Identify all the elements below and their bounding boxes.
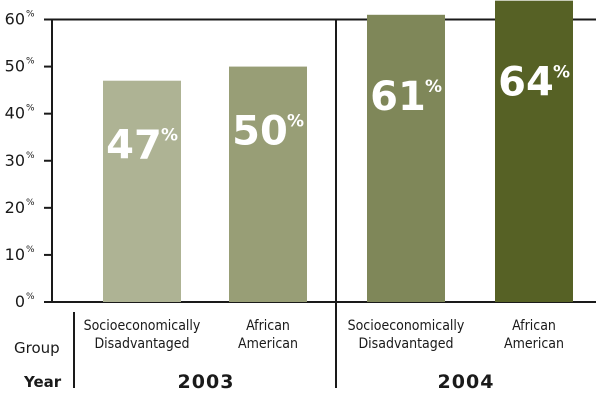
category-label: Disadvantaged	[358, 336, 453, 352]
y-tick-percent-sign: %	[26, 151, 35, 161]
category-label: African	[246, 318, 290, 334]
bar	[495, 0, 573, 303]
bar-value-label: 64	[498, 60, 554, 106]
bar-value-percent-sign: %	[553, 63, 570, 83]
bar-value-label: 47	[106, 123, 162, 169]
bar	[367, 14, 445, 303]
y-tick-label: 60	[5, 10, 25, 29]
bar	[229, 66, 307, 302]
y-tick-label: 40	[5, 104, 25, 123]
category-label: Socioeconomically	[84, 318, 201, 334]
y-tick-percent-sign: %	[26, 245, 35, 255]
category-label: Disadvantaged	[94, 336, 189, 352]
y-tick-label: 10	[5, 245, 25, 264]
y-tick-label: 0	[15, 292, 25, 311]
y-tick-percent-sign: %	[26, 292, 35, 302]
y-tick-label: 50	[5, 57, 25, 76]
year-labels: 2003 2004	[178, 371, 495, 393]
y-tick-label: 20	[5, 198, 25, 217]
y-tick-percent-sign: %	[26, 57, 35, 67]
bars: 47% 50 %61% 64%	[103, 0, 573, 303]
y-tick-percent-sign: %	[26, 10, 35, 20]
bar-value-percent-sign: %	[425, 77, 442, 97]
category-label: American	[504, 336, 564, 352]
bar	[103, 80, 181, 302]
group-row-label: Group	[14, 339, 60, 357]
y-tick-label: 30	[5, 151, 25, 170]
year-label: 2003	[178, 371, 235, 393]
category-label: African	[512, 318, 556, 334]
bar-value-percent-sign: %	[161, 126, 178, 146]
y-tick-percent-sign: %	[26, 104, 35, 114]
bar-value-label: 50	[232, 109, 288, 155]
y-tick-percent-sign: %	[26, 198, 35, 208]
year-label: 2004	[438, 371, 495, 393]
year-row-label: Year	[23, 373, 62, 391]
bar-value-label: 61	[370, 74, 426, 120]
category-label: Socioeconomically	[348, 318, 465, 334]
category-label: American	[238, 336, 298, 352]
category-labels: Socioeconomically Disadvantaged African Ame…	[14, 318, 564, 391]
bar-value-percent-sign: %	[287, 112, 304, 132]
